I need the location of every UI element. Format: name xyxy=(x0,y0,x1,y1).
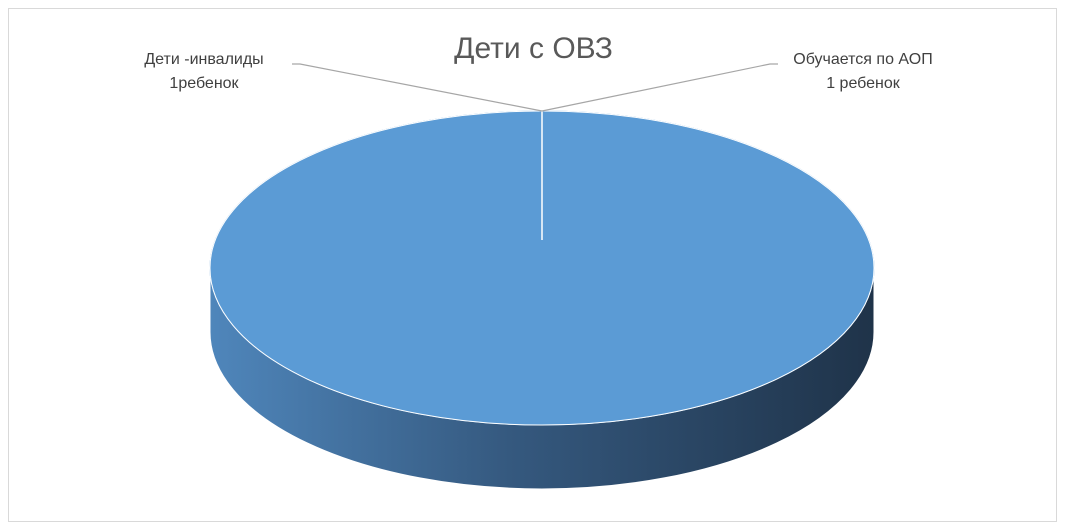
data-label-disabled-children: Дети -инвалиды 1ребенок xyxy=(118,48,290,96)
leader-line-1 xyxy=(541,63,778,112)
data-label-value: 1ребенок xyxy=(169,75,239,92)
data-label-value: 1 ребенок xyxy=(826,75,900,92)
leader-line-0 xyxy=(292,63,543,112)
data-label-category: Обучается по АОП xyxy=(793,51,933,68)
data-label-aop: Обучается по АОП 1 ребенок xyxy=(772,48,954,96)
data-label-category: Дети -инвалиды xyxy=(144,51,264,68)
chart-title: Дети с ОВЗ xyxy=(454,32,613,65)
